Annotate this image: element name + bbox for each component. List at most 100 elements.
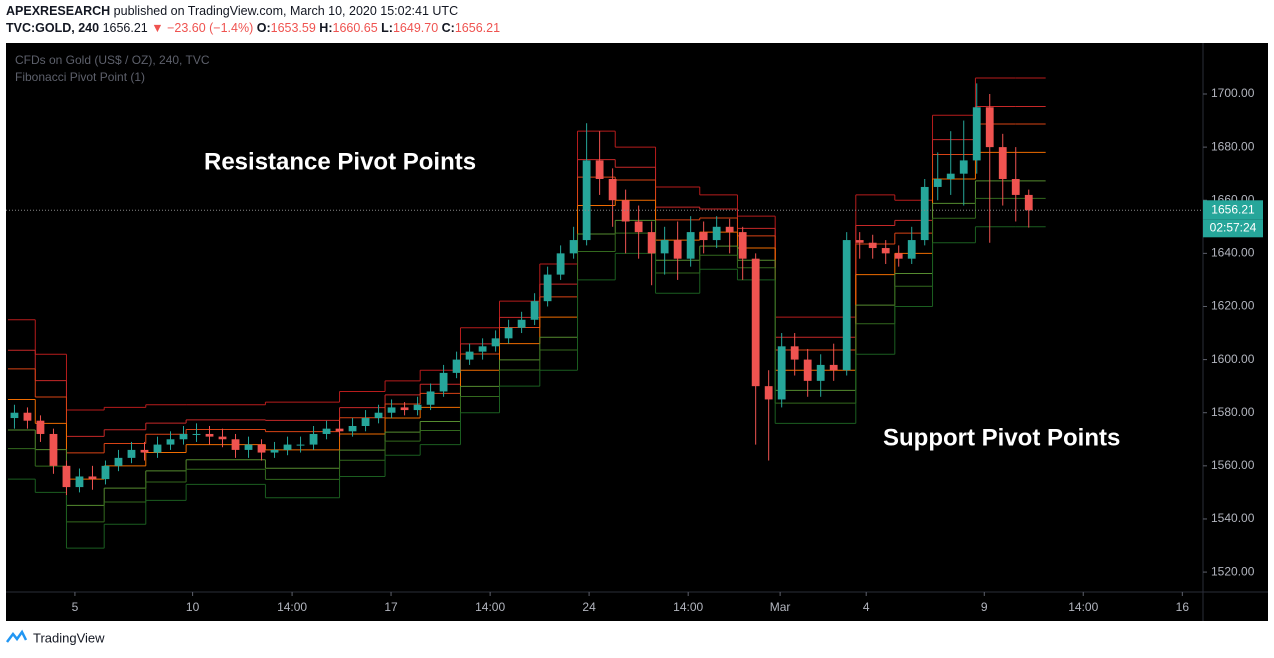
candle-body — [790, 346, 799, 360]
candle-body — [439, 372, 448, 392]
x-tick-label: 17 — [384, 600, 398, 614]
candle-body — [374, 412, 383, 419]
open: 1653.59 — [270, 21, 316, 35]
candle-body — [127, 449, 136, 458]
candle-body — [62, 465, 71, 488]
candle-body — [998, 147, 1007, 179]
y-tick-label: 1680.00 — [1211, 139, 1255, 153]
indicator-name: Fibonacci Pivot Point (1) — [15, 70, 145, 84]
candle-body — [153, 444, 162, 453]
x-tick-label: 14:00 — [1068, 600, 1098, 614]
candle-body — [764, 386, 773, 400]
l-label: L: — [381, 21, 393, 35]
header-line: APEXRESEARCH published on TradingView.co… — [6, 4, 458, 18]
candle-body — [582, 160, 591, 241]
candle-body — [283, 444, 292, 450]
y-tick-label: 1540.00 — [1211, 511, 1255, 525]
candle-body — [894, 253, 903, 259]
price-tag — [1203, 200, 1263, 220]
x-tick-label: 24 — [582, 600, 596, 614]
candle-body — [452, 359, 461, 373]
low: 1649.70 — [392, 21, 439, 35]
x-tick-label: 9 — [981, 600, 988, 614]
candle-body — [920, 186, 929, 241]
x-tick-label: 14:00 — [673, 600, 703, 614]
h-label: H: — [319, 21, 333, 35]
price: 1656.21 — [102, 21, 148, 35]
candle-body — [478, 346, 487, 352]
candle-body — [192, 433, 201, 435]
high: 1660.65 — [332, 21, 378, 35]
x-tick-label: 5 — [72, 600, 79, 614]
candle-body — [868, 242, 877, 249]
candle-body — [361, 418, 370, 426]
y-tick-label: 1600.00 — [1211, 352, 1255, 366]
c-label: C: — [441, 21, 455, 35]
candle-body — [595, 160, 604, 179]
candle-body — [322, 428, 331, 434]
candle-body — [1011, 178, 1020, 195]
candle-body — [218, 436, 227, 440]
chart-title: CFDs on Gold (US$ / OZ), 240, TVC — [15, 53, 210, 67]
x-tick-label: 4 — [863, 600, 870, 614]
candle-body — [855, 240, 864, 243]
footer-logo: TradingView — [6, 629, 105, 645]
change: ▼ −23.60 (−1.4%) — [151, 21, 254, 35]
candle-body — [985, 107, 994, 148]
y-tick-label: 1640.00 — [1211, 246, 1255, 260]
candle-body — [673, 240, 682, 259]
candle-body — [634, 221, 643, 233]
o-label: O: — [256, 21, 271, 35]
y-tick-label: 1700.00 — [1211, 86, 1255, 100]
x-tick-label: 10 — [186, 600, 200, 614]
header-line: TVC:GOLD, 240 1656.21 ▼ −23.60 (−1.4%) O… — [6, 21, 500, 35]
candle-body — [75, 476, 84, 488]
publisher: APEXRESEARCH — [6, 4, 111, 18]
candle-body — [972, 107, 981, 161]
candle-body — [686, 232, 695, 259]
price-tag-label: 1656.21 — [1211, 202, 1255, 216]
y-tick-label: 1520.00 — [1211, 564, 1255, 578]
candle-body — [842, 240, 851, 371]
candle-body — [387, 407, 396, 413]
candle-body — [413, 404, 422, 411]
chart-bg — [6, 43, 1268, 621]
y-tick-label: 1560.00 — [1211, 458, 1255, 472]
y-tick-label: 1620.00 — [1211, 299, 1255, 313]
close: 1656.21 — [454, 21, 501, 35]
candle-body — [1024, 194, 1033, 211]
candle-body — [829, 364, 838, 371]
candle-body — [569, 240, 578, 254]
x-tick-label: 16 — [1176, 600, 1190, 614]
candle-body — [699, 232, 708, 241]
candle-body — [881, 248, 890, 254]
chart: CFDs on Gold (US$ / OZ), 240, TVC Fibona… — [6, 43, 1268, 621]
candle-body — [257, 444, 266, 453]
candle-body — [205, 433, 214, 437]
candle-body — [231, 439, 240, 450]
candle-body — [49, 433, 58, 466]
candle-body — [335, 428, 344, 432]
symbol: TVC:GOLD, 240 — [6, 21, 100, 35]
candle-body — [348, 425, 357, 432]
candle-body — [816, 364, 825, 381]
candle-body — [36, 420, 45, 434]
candle-body — [621, 200, 630, 222]
candle-body — [803, 359, 812, 381]
candle-body — [23, 412, 32, 421]
x-tick-label: 14:00 — [475, 600, 505, 614]
candle-body — [647, 232, 656, 254]
candle-body — [491, 338, 500, 347]
candle-body — [660, 240, 669, 254]
logo-icon — [6, 629, 28, 643]
annotation: Resistance Pivot Points — [204, 148, 476, 175]
candle-body — [712, 226, 721, 241]
candle-body — [738, 232, 747, 259]
candle-body — [530, 301, 539, 320]
candle-body — [400, 407, 409, 411]
candle-body — [426, 391, 435, 405]
published: published on TradingView.com, March 10, … — [113, 4, 459, 18]
y-tick-label: 1580.00 — [1211, 405, 1255, 419]
candle-body — [608, 178, 617, 201]
